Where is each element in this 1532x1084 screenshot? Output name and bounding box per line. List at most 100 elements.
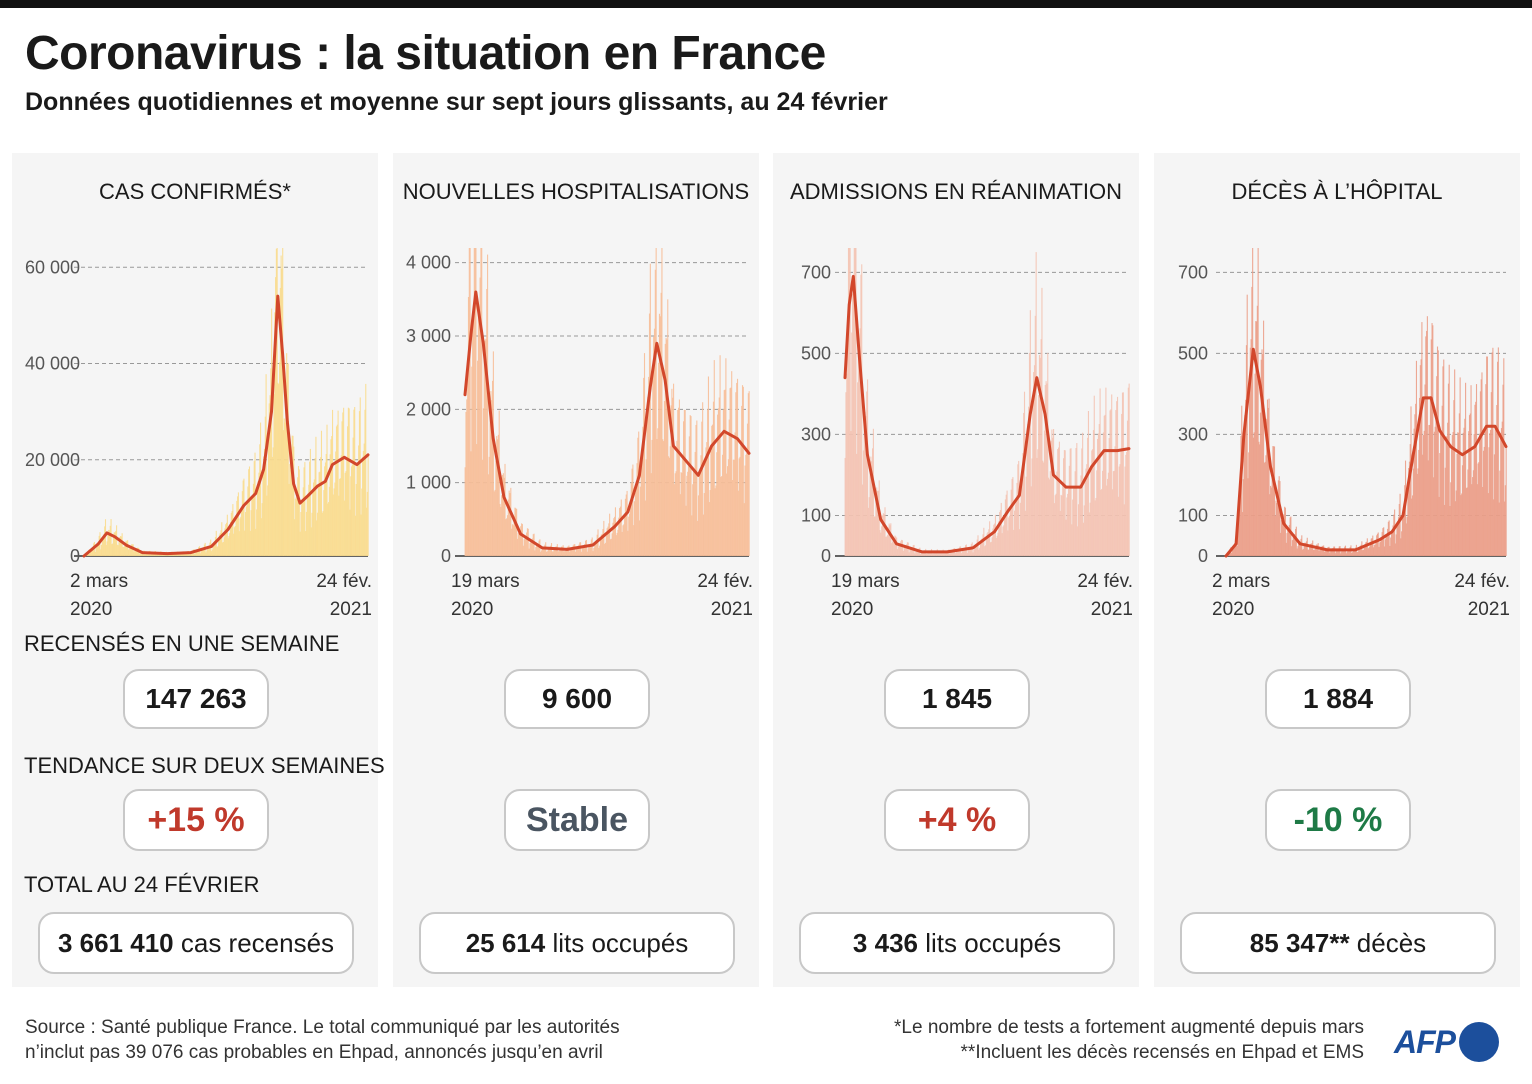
daily-bar <box>987 531 989 556</box>
y-tick-label: 0 <box>1198 546 1208 566</box>
daily-bar <box>1491 352 1493 556</box>
daily-bar <box>559 550 561 556</box>
daily-bar <box>1422 454 1424 556</box>
daily-bar <box>955 551 957 556</box>
daily-bar <box>877 490 879 556</box>
daily-bar <box>1430 339 1432 556</box>
daily-bar <box>966 552 968 556</box>
daily-bar <box>1465 488 1467 556</box>
daily-bar <box>710 450 712 556</box>
daily-bar <box>960 553 962 556</box>
daily-bar <box>1035 252 1037 556</box>
daily-bar <box>1291 540 1293 556</box>
daily-bar <box>980 539 982 556</box>
daily-bar <box>1373 547 1375 556</box>
daily-bar <box>1237 529 1239 556</box>
trend-value: -10 % <box>1265 789 1411 851</box>
daily-bar <box>1362 550 1364 556</box>
daily-bar <box>1109 410 1111 556</box>
daily-bar <box>1455 490 1457 556</box>
daily-bar <box>695 424 697 556</box>
daily-bar <box>468 248 470 556</box>
daily-bar <box>1288 524 1290 556</box>
daily-bar <box>1126 452 1128 556</box>
daily-bar <box>288 483 290 556</box>
daily-bar <box>1090 470 1092 556</box>
daily-bar <box>1251 286 1253 556</box>
daily-bar <box>524 538 526 556</box>
daily-bar <box>358 445 360 556</box>
daily-bar <box>1317 543 1319 556</box>
daily-bar <box>712 401 714 556</box>
daily-bar <box>572 545 574 556</box>
daily-bar <box>1287 528 1289 556</box>
daily-bar <box>1492 347 1494 556</box>
daily-bar <box>990 541 992 556</box>
daily-bar <box>1503 358 1505 556</box>
daily-bar <box>1011 478 1013 556</box>
daily-bar <box>626 490 628 556</box>
daily-bar <box>1438 496 1440 556</box>
daily-bar <box>1351 552 1354 556</box>
daily-bar <box>645 459 647 556</box>
daily-bar <box>974 546 976 556</box>
daily-bar <box>505 519 507 556</box>
daily-bar <box>1298 541 1301 556</box>
daily-bar <box>483 345 485 556</box>
daily-bar <box>309 448 311 556</box>
daily-bar <box>1447 422 1449 556</box>
daily-bar <box>1359 546 1361 556</box>
daily-bar <box>188 554 190 556</box>
daily-bar <box>292 435 294 556</box>
daily-bar <box>112 537 114 556</box>
daily-bar <box>894 535 896 556</box>
daily-bar <box>466 399 468 556</box>
daily-bar <box>1014 510 1016 556</box>
daily-bar <box>1121 392 1124 556</box>
daily-bar <box>358 411 360 556</box>
daily-bar <box>934 551 936 556</box>
daily-bar <box>992 528 994 556</box>
daily-bar <box>656 439 658 556</box>
daily-bar <box>888 523 890 556</box>
daily-bar <box>1481 372 1483 556</box>
daily-bar <box>920 553 922 556</box>
daily-bar <box>1032 399 1034 556</box>
daily-bar <box>1292 534 1294 556</box>
daily-bar <box>1482 486 1484 556</box>
daily-bar <box>498 410 500 556</box>
daily-bar <box>267 485 269 556</box>
daily-bar <box>883 514 885 556</box>
daily-bar <box>127 549 130 556</box>
daily-bar <box>1499 470 1501 556</box>
daily-bar <box>230 512 232 556</box>
daily-bar <box>880 532 882 556</box>
daily-bar <box>94 551 96 556</box>
daily-bar <box>1297 546 1299 556</box>
daily-bar <box>1295 528 1297 556</box>
daily-bar <box>1484 431 1486 556</box>
y-tick-label: 500 <box>1178 343 1208 363</box>
daily-bar <box>709 490 711 556</box>
daily-bar <box>610 538 612 556</box>
daily-bar <box>1012 477 1014 556</box>
daily-bar <box>1348 549 1350 556</box>
daily-bar <box>299 531 301 556</box>
daily-bar <box>745 454 747 556</box>
daily-bar <box>1096 470 1098 556</box>
daily-bar <box>630 482 632 556</box>
daily-bar <box>334 482 336 556</box>
daily-bar <box>1067 489 1070 556</box>
daily-bar <box>131 544 133 556</box>
daily-bar <box>1063 450 1065 556</box>
daily-bar <box>982 534 984 556</box>
daily-bar <box>938 553 940 556</box>
daily-bar <box>1287 529 1290 556</box>
daily-bar <box>344 472 346 556</box>
daily-bar <box>1435 419 1437 556</box>
daily-bar <box>227 538 229 556</box>
daily-bar <box>346 460 348 556</box>
daily-bar <box>1373 544 1375 556</box>
daily-bar <box>725 358 727 556</box>
daily-bar <box>851 332 853 556</box>
